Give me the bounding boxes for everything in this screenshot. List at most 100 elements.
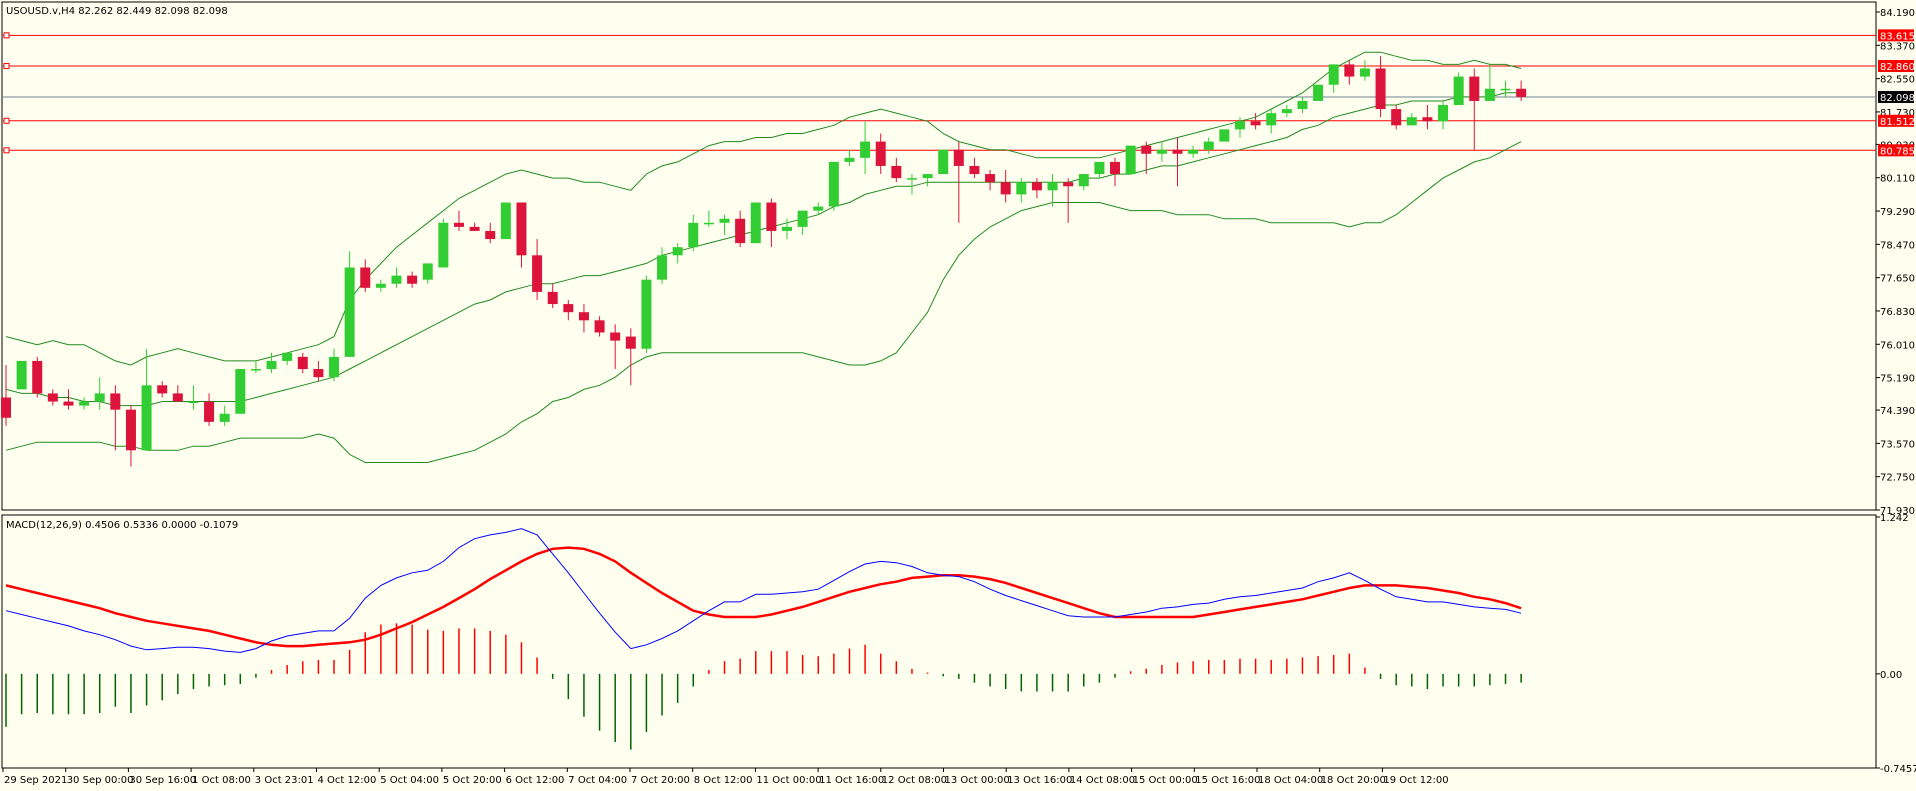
candle-body: [485, 230, 496, 240]
candle-body: [610, 332, 621, 341]
time-tick-label: 13 Oct 16:00: [1007, 775, 1072, 786]
time-tick-label: 8 Oct 12:00: [694, 775, 753, 786]
macd-tick-label: 0.00: [1880, 670, 1902, 681]
candle-body: [703, 222, 714, 225]
macd-panel-frame: [1, 514, 1877, 769]
price-tick-label: 72.750: [1880, 473, 1915, 484]
candle-body: [219, 413, 230, 422]
candle-body: [906, 178, 917, 180]
price-tick-label: 75.190: [1880, 374, 1915, 385]
macd-header: MACD(12,26,9) 0.4506 0.5336 0.0000 -0.10…: [6, 520, 238, 531]
horizontal-levels[interactable]: 82.098 83.615 82.860 81.512 80.785: [3, 29, 1915, 157]
candle-body: [719, 218, 730, 223]
candle-body: [828, 161, 839, 207]
candle-body: [735, 218, 746, 244]
candle-body: [297, 356, 308, 370]
macd-signal-line: [5, 546, 1522, 648]
candle-body: [1266, 113, 1277, 126]
time-tick-label: 13 Oct 00:00: [945, 775, 1010, 786]
candle-body: [1047, 182, 1058, 191]
candle-body: [329, 356, 340, 378]
candle-body: [1422, 117, 1433, 122]
candle-body: [1125, 145, 1136, 175]
bollinger-upper: [5, 51, 1522, 366]
candle-body: [1391, 109, 1402, 126]
candle-body: [141, 385, 152, 451]
candle-body: [844, 157, 855, 162]
macd-tick-label: 1.242: [1880, 513, 1909, 524]
level-label-box: [1878, 144, 1914, 157]
candle-body: [641, 279, 652, 349]
price-tick-label: 80.110: [1880, 174, 1915, 185]
time-tick-label: 7 Oct 20:00: [631, 775, 690, 786]
bid-label-box: [1878, 90, 1914, 103]
candle-body: [1219, 129, 1230, 142]
bollinger-lower: [5, 141, 1522, 463]
candle-body: [125, 409, 136, 451]
candle-body: [750, 202, 761, 244]
candle-body: [1141, 145, 1152, 154]
candle-body: [1156, 149, 1167, 154]
candle-body: [360, 267, 371, 288]
candle-body: [1516, 88, 1527, 97]
time-tick-label: 30 Sep 00:00: [67, 775, 134, 786]
price-tick-label: 76.830: [1880, 307, 1915, 318]
candle-body: [1328, 64, 1339, 85]
candle-body: [985, 174, 996, 183]
level-handle: [3, 63, 10, 70]
candle-body: [32, 360, 43, 394]
candle-body: [63, 401, 74, 406]
candle-body: [375, 283, 386, 288]
time-tick-label: 1 Oct 08:00: [192, 775, 251, 786]
candle-body: [1438, 105, 1449, 122]
candle-body: [563, 304, 574, 313]
candle-body: [1016, 182, 1027, 195]
price-tick-label: 81.730: [1880, 108, 1915, 119]
candle-body: [469, 226, 480, 231]
price-tick-label: 84.190: [1880, 8, 1915, 19]
candle-body: [953, 149, 964, 166]
price-tick-label: 77.650: [1880, 274, 1915, 285]
candle-body: [1500, 88, 1511, 91]
time-tick-label: 3 Oct 23:01: [255, 775, 314, 786]
candle-body: [1469, 76, 1480, 101]
candle-body: [1453, 76, 1464, 106]
candle-body: [157, 385, 168, 394]
time-tick-label: 30 Sep 16:00: [129, 775, 196, 786]
bid-label: 82.098: [1880, 93, 1915, 104]
level-label: 81.512: [1880, 117, 1915, 128]
bollinger-middle: [5, 92, 1522, 407]
candle-body: [1, 397, 11, 418]
candle-body: [1297, 100, 1308, 110]
candle-body: [688, 222, 699, 248]
level-handle: [3, 32, 10, 39]
time-tick-label: 12 Oct 08:00: [882, 775, 947, 786]
candle-body: [266, 360, 277, 370]
candle-body: [1484, 88, 1495, 101]
candle-body: [782, 226, 792, 231]
candle-body: [1203, 141, 1214, 150]
candle-body: [1172, 149, 1183, 154]
candle-body: [313, 369, 324, 378]
time-tick-label: 5 Oct 04:00: [380, 775, 439, 786]
candle-body: [282, 352, 293, 361]
candle-body: [672, 247, 683, 256]
time-tick-label: 11 Oct 16:00: [819, 775, 884, 786]
bollinger-bands: [5, 51, 1522, 463]
level-label: 83.615: [1880, 31, 1915, 42]
price-panel-frame: [1, 1, 1877, 511]
level-handle: [3, 147, 10, 154]
candle-body: [47, 393, 58, 402]
candle-body: [938, 149, 949, 175]
candle-body: [1406, 117, 1417, 126]
candle-body: [891, 165, 902, 179]
candle-body: [500, 202, 511, 240]
time-tick-label: 29 Sep 2021: [4, 775, 67, 786]
time-tick-label: 18 Oct 20:00: [1321, 775, 1386, 786]
price-tick-label: 79.290: [1880, 207, 1915, 218]
candle-body: [594, 320, 605, 333]
candle-body: [344, 267, 355, 357]
candle-body: [516, 202, 527, 256]
